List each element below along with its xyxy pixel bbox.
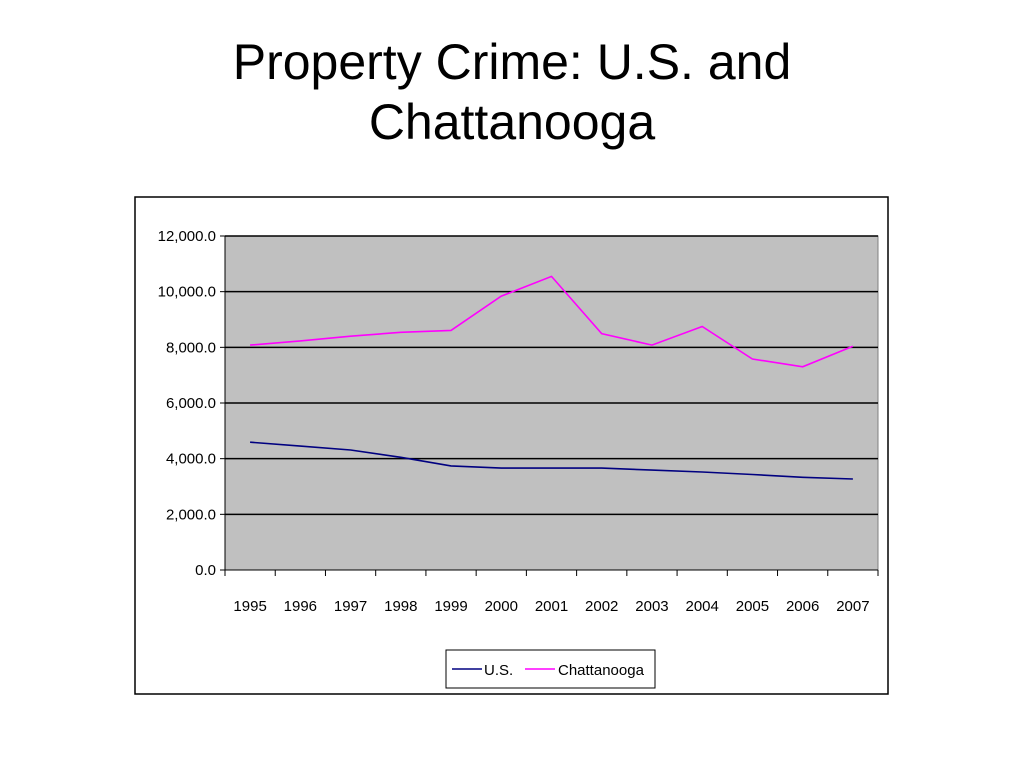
x-tick-label: 1997	[334, 598, 367, 615]
series-line-u-s	[250, 441, 853, 480]
x-tick-label: 1998	[384, 598, 417, 615]
x-tick-label: 2001	[535, 598, 568, 615]
series-lines	[250, 275, 854, 480]
y-tick-label: 4,000.0	[166, 451, 216, 468]
slide-title-line-1: Property Crime: U.S. and	[232, 34, 792, 90]
x-tick-label: 2005	[736, 598, 769, 615]
series-line-chattanooga	[250, 275, 854, 368]
y-tick-label: 2,000.0	[166, 506, 216, 523]
x-axis: 1995 1996 1997 1998 1999 2000 2001 2002 2003 2004…	[224, 569, 879, 615]
gridlines	[225, 235, 878, 516]
x-tick-label: 2000	[485, 598, 518, 615]
x-tick-label: 1995	[233, 598, 266, 615]
x-tick-label: 1999	[434, 598, 467, 615]
y-tick-label: 0.0	[195, 562, 216, 579]
x-tick-label: 1996	[284, 598, 317, 615]
x-tick-label: 2007	[836, 598, 869, 615]
legend-label-chattanooga: Chattanooga	[558, 662, 645, 679]
x-tick-label: 2006	[786, 598, 819, 615]
x-tick-label: 2004	[686, 598, 719, 615]
y-tick-label: 8,000.0	[166, 339, 216, 356]
x-tick-label: 2003	[635, 598, 668, 615]
legend-label-u-s: U.S.	[484, 662, 513, 679]
slide-title-line-2: Chattanooga	[368, 94, 656, 150]
y-tick-label: 12,000.0	[158, 228, 216, 245]
y-tick-label: 6,000.0	[166, 395, 216, 412]
y-tick-label: 10,000.0	[158, 284, 216, 301]
slide-title: Property Crime: U.S. and Chattanooga	[0, 32, 1024, 152]
y-axis: 0.0 2,000.0 4,000.0 6,000.0 8,000.0 10,000.0 1…	[158, 228, 226, 579]
legend: U.S. Chattanooga	[445, 649, 656, 689]
x-tick-label: 2002	[585, 598, 618, 615]
